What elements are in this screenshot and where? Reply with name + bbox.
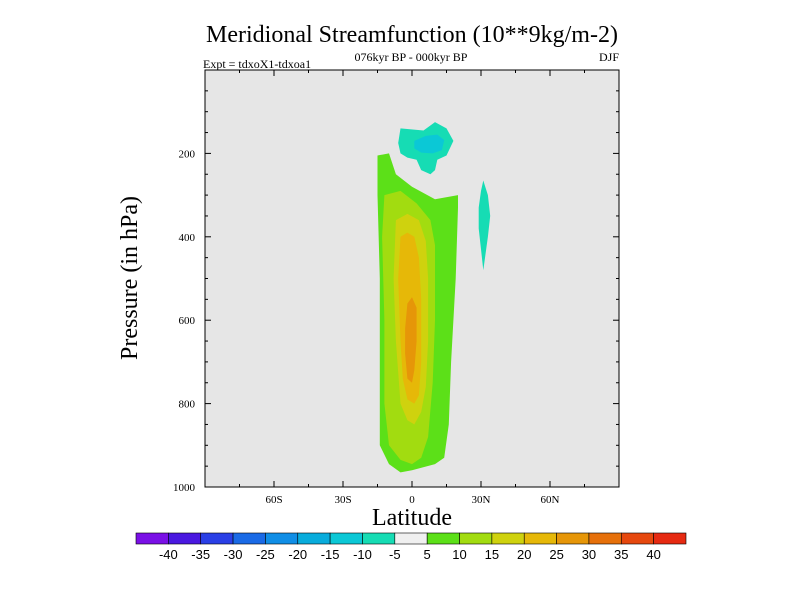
- colorbar-label: -25: [256, 547, 275, 562]
- colorbar-label: -30: [224, 547, 243, 562]
- y-axis-label: Pressure (in hPa): [117, 196, 143, 360]
- colorbar-label: -20: [288, 547, 307, 562]
- contour-layer: [377, 122, 491, 473]
- x-tick-label: 30S: [334, 494, 351, 506]
- colorbar-swatch: [523, 532, 557, 545]
- experiment-label: Expt = tdxoX1-tdxoa1: [203, 57, 311, 71]
- colorbar-label: 20: [517, 547, 531, 562]
- colorbar-label: 30: [582, 547, 596, 562]
- tick-layer: 60S 30S 0 30N 60N 200 400 600 800 1000: [173, 70, 619, 506]
- colorbar-swatch: [168, 532, 202, 545]
- colorbar-swatch: [491, 532, 525, 545]
- colorbar-label: 40: [646, 547, 660, 562]
- y-tick-label: 1000: [173, 482, 196, 494]
- colorbar-label: -15: [321, 547, 340, 562]
- colorbar: -40 -35 -30 -25 -20 -15 -10 -5 5 10 15 20 25 30 35 40: [135, 532, 687, 562]
- colorbar-swatch: [394, 532, 428, 545]
- contour-negative-north-minus5: [478, 180, 491, 271]
- y-tick-label: 400: [179, 232, 196, 244]
- x-axis-label: Latitude: [372, 505, 452, 531]
- x-tick-label: 60S: [265, 494, 282, 506]
- colorbar-swatch: [200, 532, 234, 545]
- colorbar-swatch: [588, 532, 622, 545]
- colorbar-label: 10: [452, 547, 466, 562]
- colorbar-swatch: [362, 532, 396, 545]
- colorbar-label: 35: [614, 547, 628, 562]
- colorbar-swatch: [620, 532, 654, 545]
- colorbar-label: -10: [353, 547, 372, 562]
- colorbar-label: 25: [549, 547, 563, 562]
- colorbar-label: 5: [424, 547, 431, 562]
- colorbar-swatch: [556, 532, 590, 545]
- x-tick-label: 60N: [541, 494, 560, 506]
- x-tick-label: 0: [409, 494, 415, 506]
- colorbar-swatch: [426, 532, 460, 545]
- colorbar-label: 15: [485, 547, 499, 562]
- y-tick-label: 600: [179, 315, 196, 327]
- y-tick-label: 800: [179, 399, 196, 411]
- x-tick-label: 30N: [472, 494, 491, 506]
- time-range-label: 076kyr BP - 000kyr BP: [355, 50, 468, 64]
- colorbar-swatch: [297, 532, 331, 545]
- contour-positive-cell-25: [405, 297, 417, 383]
- y-tick-label: 200: [179, 148, 196, 160]
- colorbar-label: -35: [191, 547, 210, 562]
- colorbar-swatch: [329, 532, 363, 545]
- colorbar-swatch: [459, 532, 493, 545]
- season-label: DJF: [599, 50, 619, 64]
- colorbar-swatch: [265, 532, 299, 545]
- colorbar-swatch: [653, 532, 687, 545]
- chart-title: Meridional Streamfunction (10**9kg/m-2): [206, 22, 618, 48]
- colorbar-label: -5: [389, 547, 401, 562]
- colorbar-label: -40: [159, 547, 178, 562]
- colorbar-swatch: [232, 532, 266, 545]
- contour-negative-upper-minus10: [414, 134, 445, 154]
- colorbar-swatch: [135, 532, 169, 545]
